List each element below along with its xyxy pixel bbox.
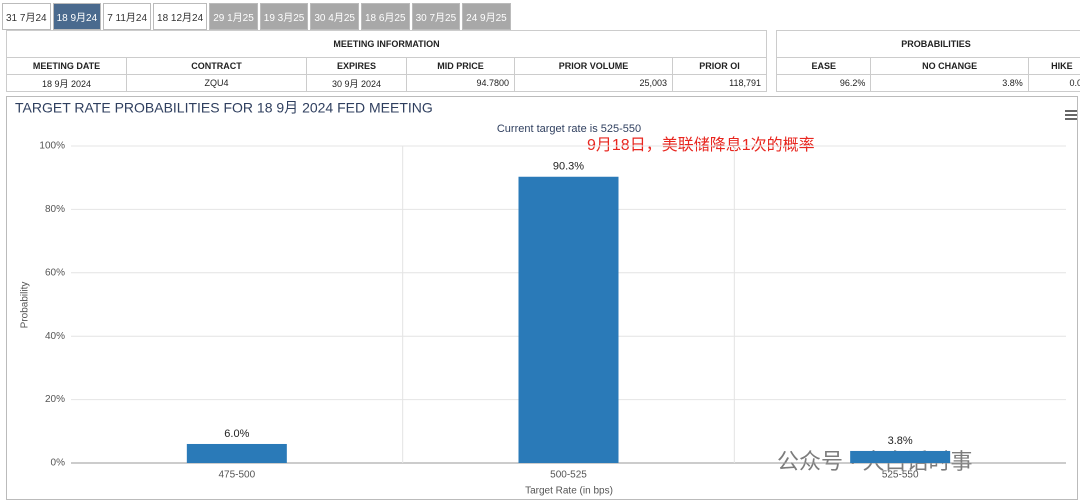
- cell: ZQU4: [126, 74, 307, 92]
- table-title: PROBABILITIES: [776, 30, 1080, 58]
- header-row: MEETING DATE CONTRACT EXPIRES MID PRICE PRIO…: [6, 57, 768, 75]
- tab[interactable]: 30 7月25: [411, 3, 461, 30]
- column-header: MID PRICE: [406, 57, 515, 75]
- cell: 118,791: [671, 74, 768, 92]
- cell: 96.2%: [775, 74, 872, 92]
- column-header: MEETING DATE: [6, 57, 127, 75]
- cell: 0.0%: [1027, 74, 1080, 92]
- tab[interactable]: 7 11月24: [103, 3, 152, 30]
- tab-bar: 31 7月24 18 9月24 7 11月24 18 12月24 29 1月25 19 3…: [2, 3, 511, 30]
- tab[interactable]: 30 4月25: [310, 3, 359, 30]
- y-tick-label: 100%: [39, 141, 65, 152]
- cell: 30 9月 2024: [306, 74, 407, 92]
- value-label: 90.3%: [553, 161, 584, 173]
- bar: [850, 450, 951, 463]
- data-row: 96.2%3.8%0.0%: [775, 74, 1080, 92]
- y-tick-label: 0%: [51, 458, 66, 469]
- cell: 3.8%: [870, 74, 1029, 92]
- subtitle: Current target rate is 525-550: [497, 123, 641, 135]
- annotation: 9月18日，美联储降息1次的概率: [587, 136, 815, 154]
- cell: 25,003: [514, 74, 673, 92]
- y-tick-label: 60%: [45, 267, 65, 278]
- column-header: HIKE: [1027, 57, 1080, 75]
- title-row: MEETING INFORMATION: [5, 30, 768, 58]
- header-row: EASE NO CHANGE HIKE: [775, 57, 1080, 75]
- title-row: PROBABILITIES: [776, 30, 1080, 58]
- x-axis-label: Target Rate (in bps): [525, 486, 613, 497]
- y-axis-label: Probability: [20, 282, 31, 329]
- tab[interactable]: 18 9月24: [52, 3, 102, 30]
- column-header: PRIOR VOLUME: [514, 57, 673, 75]
- column-header: NO CHANGE: [870, 57, 1029, 75]
- tab[interactable]: 18 12月24: [153, 3, 208, 30]
- x-tick-label: 500-525: [550, 470, 587, 481]
- value-label: 3.8%: [888, 435, 913, 447]
- prob-table: PROBABILITIES EASE NO CHANGE HIKE 96.2% 3.8% 0…: [775, 30, 1080, 92]
- chart: TARGET RATE PROBABILITIES FOR 18 9月 2024…: [6, 96, 1078, 500]
- y-tick-label: 40%: [45, 331, 65, 342]
- value-label: 6.0%: [224, 428, 249, 440]
- column-header: EASE: [775, 57, 872, 75]
- tab[interactable]: 18 6月25: [360, 3, 410, 30]
- cell: 18 9月 2024: [6, 74, 127, 92]
- menu-icon[interactable]: [1065, 110, 1077, 120]
- tab[interactable]: 29 1月25: [209, 3, 258, 30]
- cell: 94.7800: [406, 74, 515, 92]
- tab[interactable]: 31 7月24: [2, 3, 51, 30]
- bar: [518, 176, 619, 463]
- chart-title: TARGET RATE PROBABILITIES FOR 18 9月 2024…: [15, 100, 433, 116]
- table-title: MEETING INFORMATION: [5, 30, 768, 58]
- x-tick-label: 475-500: [218, 470, 255, 481]
- column-header: CONTRACT: [126, 57, 307, 75]
- y-tick-label: 80%: [45, 204, 65, 215]
- column-header: EXPIRES: [306, 57, 407, 75]
- tab[interactable]: 24 9月25: [462, 3, 511, 30]
- meeting-table: MEETING INFORMATION MEETING DATE CONTRACT E…: [5, 30, 768, 92]
- tab[interactable]: 19 3月25: [259, 3, 309, 30]
- data-row: 18 9月 2024 ZQU4 30 9月 2024 94.7800 25,003 118…: [6, 74, 768, 92]
- x-tick-label: 525-550: [882, 470, 919, 481]
- bar: [186, 443, 287, 463]
- column-header: PRIOR OI: [671, 57, 768, 75]
- y-tick-label: 20%: [45, 394, 65, 405]
